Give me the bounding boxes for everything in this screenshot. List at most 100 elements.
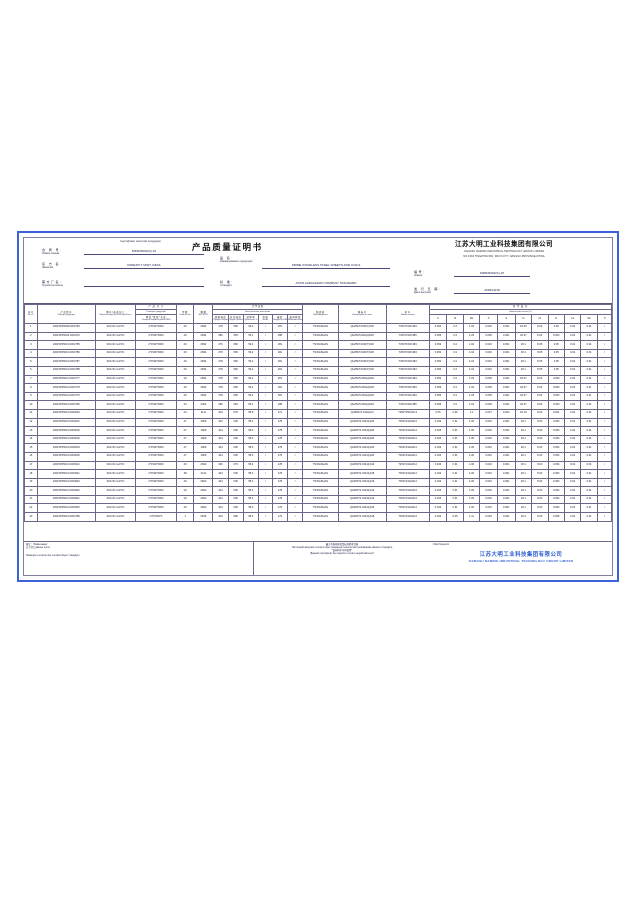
- col-maker: 制造商 Производитель: [302, 304, 339, 324]
- cell-C: 0.043: [428, 417, 448, 428]
- cell-Mo: 0.01: [580, 348, 598, 359]
- cell-product_no: 10015P25001.0003941: [36, 494, 96, 505]
- cell-Mn: 1.06: [462, 494, 481, 505]
- cell-ys: 278: [212, 374, 229, 385]
- cell-N: 0.054: [547, 486, 565, 496]
- cell-Mn: 1.06: [462, 443, 481, 453]
- cell-C: 0.056: [428, 331, 448, 342]
- cell-Ti: /: [596, 365, 612, 376]
- cell-N: 0.054: [547, 469, 565, 479]
- table-row: 10 10015P25001.0003780 304.NO.4+PVC 2*1500*…: [24, 400, 612, 410]
- cell-grade_finish: 304.NO.4+PVC: [94, 340, 137, 350]
- cell-Mn: 1.11: [462, 512, 481, 522]
- cell-pieces: 27: [175, 451, 195, 462]
- cell-Cu: 0.02: [563, 512, 582, 522]
- cell-weight: 2834: [193, 374, 214, 385]
- cell-Cr: 18.4: [514, 512, 533, 522]
- footer-signature: Chief Inspector 江苏大明工业科技集团有限公司 JIANGSU D…: [430, 542, 612, 575]
- footer-right: 最大不规格厚度是标准要求范围 Настоящий материал соотве…: [254, 542, 612, 575]
- cell-C: 0.043: [428, 469, 448, 479]
- cell-bend: /: [257, 365, 273, 376]
- table-row: 22 10015P25001.0003940 304.NO.4+PVC 2*1500*…: [24, 503, 612, 514]
- field-label-product: 品 名: Наименование продукции: [220, 256, 253, 264]
- cell-hard: 181: [271, 340, 289, 350]
- cell-weight: 6635: [193, 512, 214, 522]
- underline-consignee: [84, 286, 204, 287]
- cell-N: 0.054: [547, 503, 565, 514]
- note-line-3: *此材料不可再使用*: [331, 549, 353, 552]
- field-value-standard: ASTM A240/A240M COMPANY STANDARD: [295, 281, 357, 285]
- company-name-cn: 江苏大明工业科技集团有限公司: [455, 241, 553, 248]
- cell-bend: /: [257, 494, 273, 505]
- cell-N: 0.05: [547, 357, 565, 367]
- cell-heat_no: T2507144A48-2: [385, 512, 430, 522]
- table-row: 9 10015P25001.0003779 304.NO.4+PVC 2*1500*3…: [24, 391, 612, 402]
- cell-C: 0.043: [428, 451, 448, 462]
- cell-ts: 636: [227, 434, 244, 445]
- cell-hard: 178: [271, 443, 289, 453]
- cell-S: 0.001: [496, 365, 516, 376]
- cell-Cu: 0.02: [563, 486, 582, 496]
- cell-S: 0.002: [496, 408, 516, 419]
- cell-P: 0.005: [479, 391, 498, 402]
- col-element-ni: Ni: [531, 314, 549, 324]
- cell-pieces: 1: [175, 512, 195, 522]
- cell-N: 0.055: [547, 512, 565, 522]
- cell-igc: /: [287, 434, 304, 445]
- cell-idx: 16: [24, 451, 38, 462]
- cell-heat_no: T2507144A48-2: [385, 426, 430, 436]
- cell-Mn: 1.06: [462, 460, 481, 471]
- cell-Cr: 18.1: [514, 451, 533, 462]
- cell-product_no: 10015P25008.0003784: [36, 323, 96, 333]
- cell-Ni: 8.05: [531, 340, 549, 350]
- cell-S: 0.001: [496, 503, 516, 514]
- cell-Ti: /: [596, 357, 612, 367]
- cell-igc: /: [287, 417, 304, 428]
- cell-idx: 3: [24, 340, 38, 350]
- cell-product_no: 10015P25001.0000001: [36, 417, 96, 428]
- cell-maker: TSINGSHAN: [302, 365, 339, 376]
- cell-bend: /: [257, 426, 273, 436]
- cell-Si: 0.31: [446, 417, 464, 428]
- cell-maker: TSINGSHAN: [302, 486, 339, 496]
- cell-Cu: 0.02: [563, 357, 582, 367]
- cell-ys: 286: [212, 400, 229, 410]
- cell-Mn: 1.06: [462, 417, 481, 428]
- cell-hard: 179: [271, 512, 289, 522]
- cell-P: 0.032: [479, 494, 498, 505]
- cell-Cr: 18.1: [514, 417, 533, 428]
- cell-grade_finish: 304.NO.4+PVC: [94, 365, 137, 376]
- cell-grade_finish: 304.NO.4+PVC: [94, 417, 137, 428]
- certificate-table: 序号 № п.п. 产品型号 Номер продукции 牌号/表面加工 М…: [24, 304, 612, 522]
- cell-ys: 344: [212, 486, 229, 496]
- cell-C: 0.056: [428, 383, 448, 393]
- cell-Mn: 1.04: [462, 357, 481, 367]
- cell-idx: 19: [24, 477, 38, 488]
- cell-bend: /: [257, 400, 273, 410]
- cell-weight: 2842: [193, 503, 214, 514]
- cell-heat_no: T2507144A48-2: [385, 486, 430, 496]
- cell-Ni: 8.04: [531, 391, 549, 402]
- cell-Cr: 18.1: [514, 443, 533, 453]
- cell-pieces: 29: [175, 383, 195, 393]
- cell-Si: 0.4: [446, 348, 464, 359]
- underline-number: [454, 276, 530, 277]
- cell-Mn: 1.06: [462, 477, 481, 488]
- cell-Si: 0.31: [446, 443, 464, 453]
- cell-weight: 2111: [193, 408, 214, 419]
- col-heat-no: 炉号 Номер плавки: [385, 304, 430, 324]
- col-grade-finish: 牌号/表面加工 Марка/поверхностная обработка: [94, 304, 137, 324]
- cell-Cr: 18.1: [514, 469, 533, 479]
- cell-ys: 344: [212, 477, 229, 488]
- cell-S: 0.001: [496, 383, 516, 393]
- underline-issue-date: [454, 293, 530, 294]
- page-title: 产品质量证明书: [192, 242, 263, 252]
- cell-Ni: 8.03: [531, 486, 549, 496]
- cell-P: 0.032: [479, 434, 498, 445]
- cell-P: 0.005: [479, 400, 498, 410]
- col-element-s: S: [496, 314, 516, 324]
- cell-igc: /: [287, 408, 304, 419]
- cell-grade_finish: 304.NO.4+PVC: [94, 486, 137, 496]
- cell-idx: 5: [24, 357, 38, 367]
